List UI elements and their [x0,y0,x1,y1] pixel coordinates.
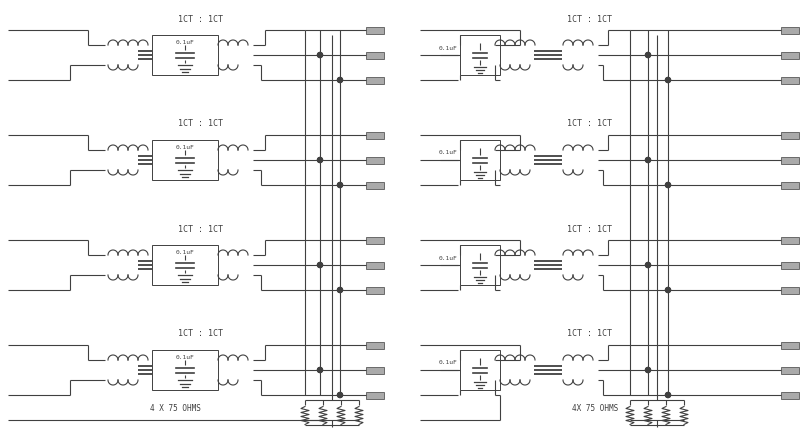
Text: 0.1uF: 0.1uF [438,46,457,50]
Circle shape [666,78,671,83]
Bar [460,246,500,286]
Bar [781,287,799,294]
Bar [781,392,799,399]
Bar [781,157,799,164]
Bar [366,392,384,399]
Text: 1CT : 1CT: 1CT : 1CT [177,329,222,338]
Text: 0.1uF: 0.1uF [438,359,457,365]
Circle shape [317,368,323,373]
Bar [781,77,799,84]
Bar [781,182,799,189]
Circle shape [317,158,323,163]
Circle shape [337,183,342,188]
Text: 1CT : 1CT: 1CT : 1CT [567,119,612,128]
Bar [152,246,218,286]
Circle shape [666,288,671,293]
Text: 0.1uF: 0.1uF [176,144,194,150]
Circle shape [317,53,323,58]
Circle shape [337,288,342,293]
Bar [781,52,799,59]
Circle shape [646,158,650,163]
Bar [781,367,799,374]
Text: 4 X 75 OHMS: 4 X 75 OHMS [150,403,201,412]
Circle shape [337,288,342,293]
Bar [781,237,799,244]
Circle shape [317,368,323,373]
Circle shape [646,158,650,163]
Text: 1CT : 1CT: 1CT : 1CT [567,15,612,24]
Bar [781,342,799,349]
Bar [366,77,384,84]
Bar [366,367,384,374]
Bar [366,52,384,59]
Circle shape [646,368,650,373]
Bar [460,36,500,76]
Circle shape [646,263,650,268]
Bar [781,262,799,269]
Text: 4X 75 OHMS: 4X 75 OHMS [572,403,618,412]
Bar [366,28,384,34]
Bar [152,350,218,390]
Circle shape [666,183,671,188]
Circle shape [666,393,671,398]
Bar [366,182,384,189]
Text: 1CT : 1CT: 1CT : 1CT [567,224,612,233]
Text: 1CT : 1CT: 1CT : 1CT [567,329,612,338]
Text: 0.1uF: 0.1uF [176,249,194,255]
Bar [152,36,218,76]
Circle shape [317,263,323,268]
Bar [366,237,384,244]
Circle shape [666,183,671,188]
Bar [366,157,384,164]
Circle shape [646,53,650,58]
Bar [366,132,384,139]
Circle shape [666,393,671,398]
Circle shape [666,288,671,293]
Text: 0.1uF: 0.1uF [176,354,194,359]
Bar [781,132,799,139]
Circle shape [337,393,342,398]
Text: 0.1uF: 0.1uF [438,255,457,260]
Circle shape [337,183,342,188]
Circle shape [317,263,323,268]
Text: 0.1uF: 0.1uF [176,40,194,45]
Bar [366,342,384,349]
Bar [460,141,500,181]
Circle shape [337,78,342,83]
Text: 1CT : 1CT: 1CT : 1CT [177,224,222,233]
Circle shape [646,53,650,58]
Text: 0.1uF: 0.1uF [438,150,457,155]
Text: 1CT : 1CT: 1CT : 1CT [177,119,222,128]
Circle shape [337,78,342,83]
Circle shape [317,158,323,163]
Circle shape [646,368,650,373]
Circle shape [317,53,323,58]
Bar [460,350,500,390]
Bar [366,262,384,269]
Bar [366,287,384,294]
Circle shape [337,393,342,398]
Circle shape [666,78,671,83]
Circle shape [646,263,650,268]
Bar [152,141,218,181]
Text: 1CT : 1CT: 1CT : 1CT [177,15,222,24]
Bar [781,28,799,34]
